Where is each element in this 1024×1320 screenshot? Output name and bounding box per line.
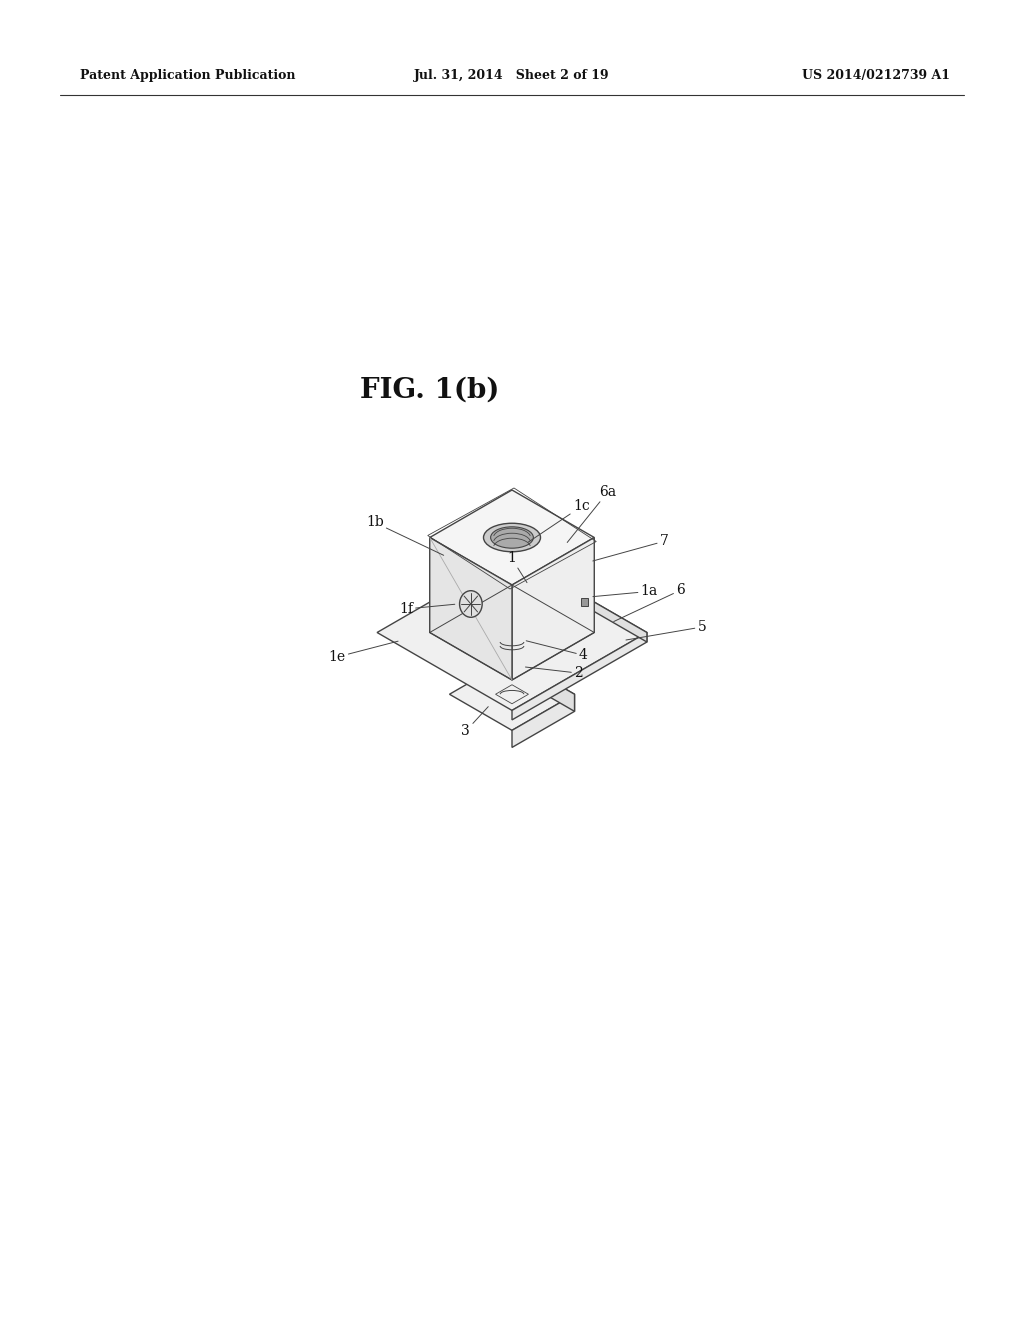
- Text: 3: 3: [462, 706, 488, 738]
- Polygon shape: [377, 554, 647, 710]
- Text: 1f: 1f: [399, 602, 455, 616]
- Ellipse shape: [490, 527, 534, 548]
- Text: 6a: 6a: [567, 484, 616, 543]
- Polygon shape: [496, 632, 528, 652]
- Text: 6: 6: [613, 583, 685, 622]
- Text: US 2014/0212739 A1: US 2014/0212739 A1: [802, 69, 950, 82]
- Text: 5: 5: [626, 620, 707, 640]
- Polygon shape: [512, 694, 574, 747]
- Text: 2: 2: [525, 667, 583, 680]
- Text: 1c: 1c: [528, 499, 590, 543]
- Text: 4: 4: [526, 640, 588, 663]
- Polygon shape: [512, 632, 528, 694]
- Text: 1b: 1b: [366, 516, 443, 556]
- Text: 1: 1: [507, 552, 527, 582]
- Ellipse shape: [460, 591, 482, 618]
- Polygon shape: [581, 598, 588, 606]
- Text: 1e: 1e: [329, 642, 398, 664]
- Polygon shape: [450, 659, 574, 730]
- Ellipse shape: [483, 523, 541, 552]
- Polygon shape: [430, 537, 512, 680]
- Polygon shape: [512, 554, 647, 642]
- Text: Jul. 31, 2014   Sheet 2 of 19: Jul. 31, 2014 Sheet 2 of 19: [414, 69, 610, 82]
- Text: FIG. 1(b): FIG. 1(b): [360, 376, 500, 404]
- Text: Patent Application Publication: Patent Application Publication: [80, 69, 296, 82]
- Text: 1a: 1a: [593, 585, 657, 598]
- Polygon shape: [430, 490, 594, 585]
- Polygon shape: [512, 642, 528, 704]
- Polygon shape: [512, 632, 647, 719]
- Text: 7: 7: [593, 535, 669, 561]
- Polygon shape: [512, 659, 574, 711]
- Polygon shape: [512, 537, 594, 680]
